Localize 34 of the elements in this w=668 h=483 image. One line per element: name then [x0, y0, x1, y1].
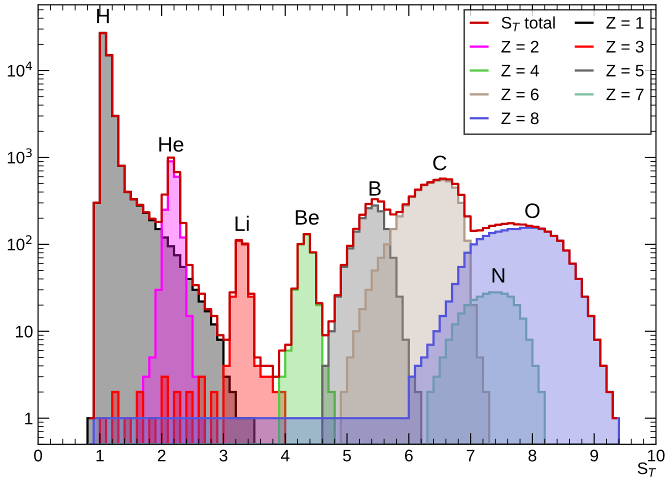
legend-label: Z = 2: [501, 40, 538, 52]
x-tick-label: 1: [96, 450, 104, 462]
y-tick-label: 10$^{2}$: [8, 235, 32, 250]
annotation: Be: [296, 210, 319, 225]
x-tick-label: 0: [34, 450, 42, 462]
legend-label: Z = 5: [606, 64, 644, 76]
x-tick-label: 6: [405, 450, 413, 462]
legend-label: Z = 6: [501, 88, 539, 100]
x-tick-label: 7: [466, 450, 474, 462]
annotation: O: [525, 203, 540, 218]
x-axis-title: S$_{T}$: [638, 462, 656, 477]
x-tick-label: 4: [280, 450, 290, 462]
x-tick-label: 8: [528, 450, 536, 462]
annotation: B: [370, 181, 381, 196]
legend-label: Z = 4: [501, 64, 539, 76]
legend-label: S$_{T}$ total: [502, 16, 555, 32]
annotation: He: [159, 137, 184, 152]
legend-label: Z = 1: [606, 17, 644, 29]
x-tick-label: 9: [590, 450, 598, 462]
legend-label: Z = 3: [606, 40, 644, 53]
y-tick-label: 10$^{4}$: [8, 62, 32, 77]
y-tick-label: 1: [25, 412, 32, 424]
legend-label: Z = 7: [606, 88, 644, 100]
annotation: Li: [236, 216, 249, 231]
x-tick-label: 10: [648, 450, 665, 462]
x-tick-label: 2: [158, 450, 166, 462]
x-tick-label: 5: [343, 450, 351, 462]
legend-label: Z = 8: [501, 112, 539, 124]
annotation: N: [492, 268, 504, 283]
annotation: C: [433, 156, 446, 170]
y-tick-label: 10: [16, 326, 33, 338]
y-tick-label: 10$^{3}$: [8, 148, 32, 164]
x-tick-label: 3: [219, 450, 228, 462]
annotation: H: [97, 8, 109, 24]
